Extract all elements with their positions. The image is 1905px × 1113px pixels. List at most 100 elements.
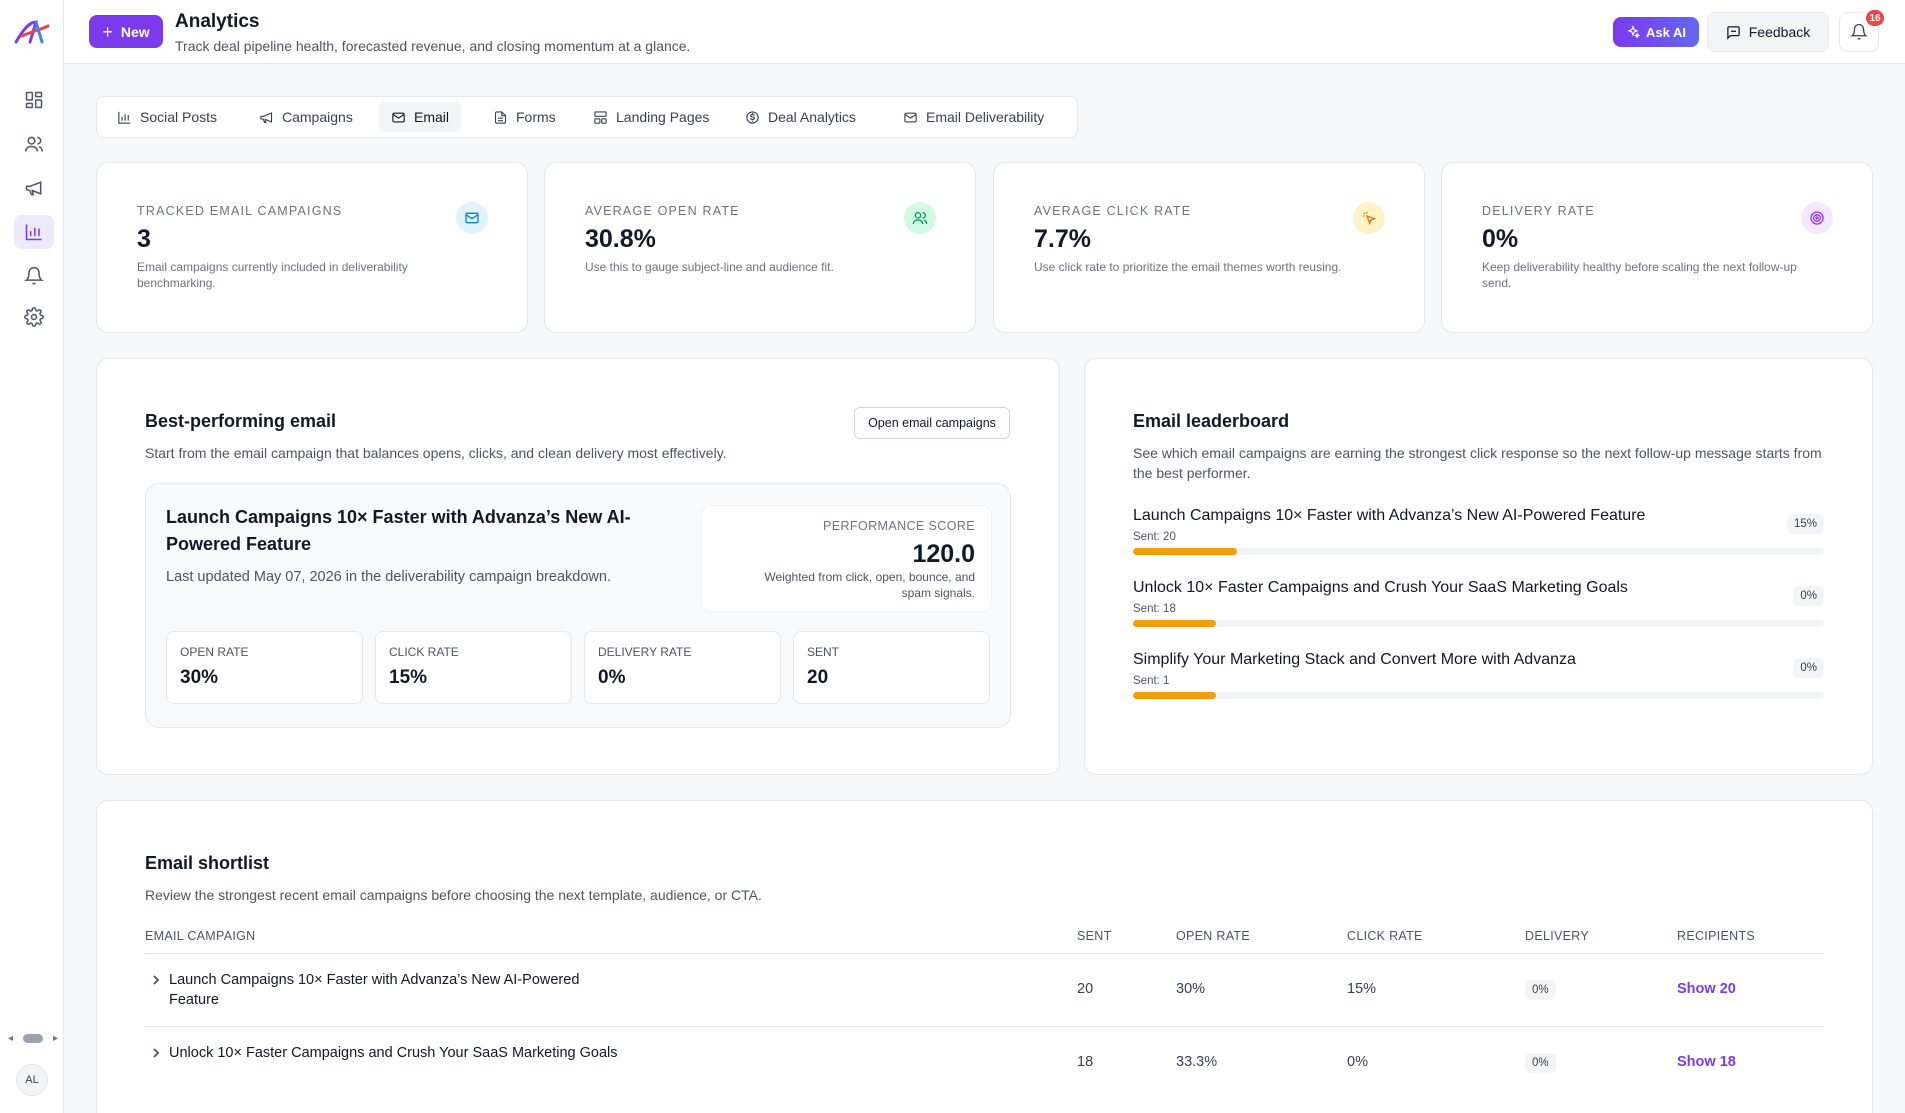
stat-value: 0% [1482,225,1519,253]
scroll-left-icon[interactable]: ◂ [8,1032,14,1044]
users-icon [912,212,928,225]
best-email-updated: Last updated May 07, 2026 in the deliver… [166,569,611,585]
stat-label: Average Click Rate [1034,204,1192,218]
page-subtitle: Track deal pipeline health, forecasted r… [175,38,691,54]
row-sent: 18 [1077,1054,1094,1070]
stat-description: Use this to gauge subject-line and audie… [585,260,834,274]
section-title: Email leaderboard [1133,411,1290,431]
tab-email-deliverability[interactable]: Email Deliverability [891,102,1056,132]
file-icon [494,110,507,124]
metric-open-rate: OPEN RATE 30% [166,631,363,704]
row-campaign-name: Launch Campaigns 10× Faster with Advanza… [169,972,580,1008]
bell-icon [1850,23,1868,40]
new-button[interactable]: + New [89,15,163,48]
score-note: Weighted from click, open, bounce, and s… [764,570,975,600]
metric-value: 20 [807,667,829,688]
avatar[interactable]: AL [16,1064,48,1096]
sidebar-item-contacts[interactable] [14,127,54,161]
chevron-right-icon[interactable] [151,1047,161,1059]
tab-label: Social Posts [140,109,218,125]
performance-score-box: PERFORMANCE SCORE 120.0 Weighted from cl… [701,505,992,612]
tab-label: Deal Analytics [768,109,856,125]
dollar-icon [746,110,759,124]
sidebar-item-campaigns[interactable] [14,171,54,205]
leaderboard-progress-track [1133,548,1824,555]
tab-label: Campaigns [282,109,353,125]
column-header-delivery[interactable]: DELIVERY [1525,929,1590,943]
megaphone-icon [260,111,273,123]
ask-ai-label: Ask AI [1646,24,1686,40]
scroll-thumb[interactable] [23,1033,43,1043]
tab-campaigns[interactable]: Campaigns [247,102,365,132]
column-header-recipients[interactable]: RECIPIENTS [1677,929,1756,943]
target-icon [1810,211,1824,225]
column-header-open-rate[interactable]: OPEN RATE [1176,929,1251,943]
top-header: + New Analytics Track deal pipeline heal… [64,0,1905,64]
dashboard-icon [25,91,43,109]
stat-icon-badge [904,202,936,234]
leaderboard-progress-track [1133,692,1824,699]
tab-social-posts[interactable]: Social Posts [105,102,229,132]
metric-label: CLICK RATE [389,645,459,659]
row-open-rate: 33.3% [1176,1054,1218,1070]
stat-description: Use click rate to prioritize the email t… [1034,260,1342,274]
stat-description: Email campaigns currently included in de… [137,260,408,290]
best-email-name: Launch Campaigns 10× Faster with Advanza… [166,507,631,554]
column-header-campaign[interactable]: EMAIL CAMPAIGN [145,929,256,943]
metric-value: 15% [389,667,428,688]
best-email-panel: Launch Campaigns 10× Faster with Advanza… [145,483,1011,728]
tab-deal-analytics[interactable]: Deal Analytics [733,102,868,132]
tab-label: Landing Pages [616,109,710,125]
tab-email[interactable]: Email [379,102,462,132]
leaderboard-progress-fill [1133,692,1216,699]
message-square-icon [1727,25,1740,40]
show-recipients-link[interactable]: Show 18 [1677,1054,1736,1070]
stat-label: Tracked Email Campaigns [137,204,343,218]
stat-description: Keep deliverability healthy before scali… [1482,260,1797,290]
tab-label: Forms [516,109,556,125]
sidebar-item-dashboard[interactable] [14,83,54,117]
feedback-label: Feedback [1748,24,1811,40]
scroll-right-icon[interactable]: ▸ [52,1032,58,1044]
leaderboard-item-sent: Sent: 20 [1133,531,1176,543]
sidebar-scrollbar[interactable]: ◂ ▸ [8,1032,58,1044]
layout-icon [594,110,607,124]
row-open-rate: 30% [1176,981,1206,997]
leaderboard-item[interactable]: Unlock 10× Faster Campaigns and Crush Yo… [1133,579,1824,639]
leaderboard-item[interactable]: Launch Campaigns 10× Faster with Advanza… [1133,507,1824,567]
show-recipients-link[interactable]: Show 20 [1677,981,1736,997]
metric-sent: SENT 20 [793,631,990,704]
tab-forms[interactable]: Forms [481,102,568,132]
leaderboard-progress-track [1133,620,1824,627]
column-header-click-rate[interactable]: CLICK RATE [1347,929,1423,943]
app-logo[interactable] [14,18,50,46]
mail-icon [392,112,405,122]
stat-value: 7.7% [1034,225,1091,253]
metric-label: DELIVERY RATE [598,645,692,659]
stat-value: 30.8% [585,225,656,253]
metric-delivery-rate: DELIVERY RATE 0% [584,631,781,704]
row-delivery-badge: 0% [1525,1053,1556,1073]
section-subtitle: See which email campaigns are earning th… [1133,445,1822,481]
sidebar-item-notifications[interactable] [14,259,54,293]
chevron-right-icon[interactable] [151,974,161,986]
stat-card-delivery-rate: Delivery Rate 0% Keep deliverability hea… [1441,162,1873,333]
tab-landing-pages[interactable]: Landing Pages [581,102,721,132]
table-row[interactable]: Launch Campaigns 10× Faster with Advanza… [145,953,1824,1026]
leaderboard-progress-fill [1133,620,1216,627]
bell-icon [24,266,44,285]
ask-ai-button[interactable]: Ask AI [1613,17,1699,47]
open-email-campaigns-button[interactable]: Open email campaigns [854,407,1010,439]
feedback-button[interactable]: Feedback [1707,12,1829,52]
bar-chart-icon [25,224,42,241]
leaderboard-item[interactable]: Simplify Your Marketing Stack and Conver… [1133,651,1824,711]
analytics-tabs: Social Posts Campaigns Email Forms Landi… [96,96,1078,138]
table-row[interactable]: Unlock 10× Faster Campaigns and Crush Yo… [145,1026,1824,1099]
sidebar-item-analytics[interactable] [14,215,54,249]
score-value: 120.0 [912,540,975,568]
notifications-button[interactable] [1839,12,1879,52]
plus-icon: + [102,21,113,42]
sidebar-item-settings[interactable] [14,300,54,334]
page-title: Analytics [175,11,260,32]
column-header-sent[interactable]: SENT [1077,929,1112,943]
